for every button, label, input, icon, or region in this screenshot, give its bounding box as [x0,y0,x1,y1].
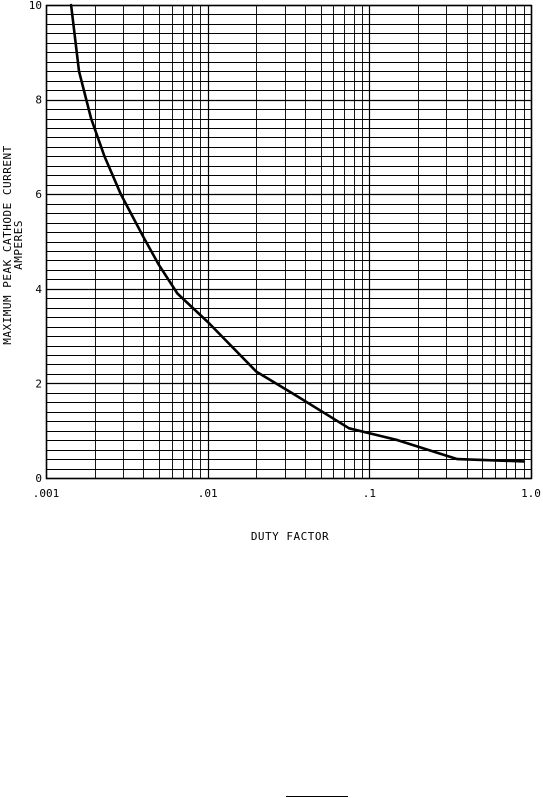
x-tick-label: .001 [33,487,60,500]
y-tick-labels: 0 2 4 6 8 10 [29,0,43,485]
x-tick-labels: .001 .01 .1 1.0 [33,487,541,500]
plot-frame [45,4,533,480]
curve-layer [69,3,525,463]
y-tick-label: 0 [35,472,42,485]
y-axis-label-line2: AMPERES [12,220,25,270]
x-axis-label: DUTY FACTOR [251,530,329,543]
x-tick-label: 1.0 [521,487,541,500]
x-tick-label: .01 [198,487,218,500]
y-tick-label: 10 [29,0,42,12]
y-tick-label: 2 [35,377,42,390]
y-tick-label: 8 [35,94,42,107]
x-tick-label: .1 [363,487,376,500]
cathode-current-curve [69,3,525,463]
plot-grid [45,4,533,480]
y-tick-label: 4 [35,283,42,296]
y-axis-label-line1: MAXIMUM PEAK CATHODE CURRENT [1,145,14,344]
y-tick-label: 6 [35,188,42,201]
footer-rule [286,796,348,797]
